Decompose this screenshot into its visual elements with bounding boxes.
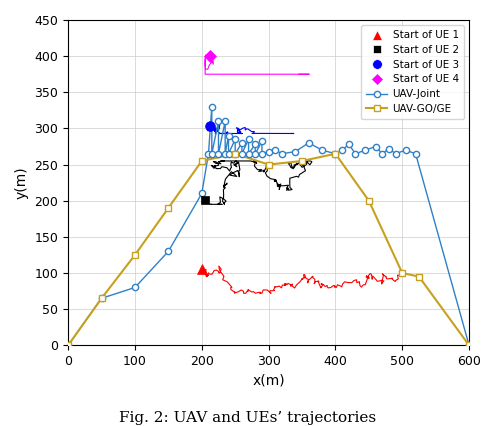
Text: Fig. 2: UAV and UEs’ trajectories: Fig. 2: UAV and UEs’ trajectories [120,411,376,425]
X-axis label: x(m): x(m) [252,374,285,388]
Y-axis label: y(m): y(m) [15,166,29,199]
Legend: Start of UE 1, Start of UE 2, Start of UE 3, Start of UE 4, UAV-Joint, UAV-GO/GE: Start of UE 1, Start of UE 2, Start of U… [361,25,464,119]
